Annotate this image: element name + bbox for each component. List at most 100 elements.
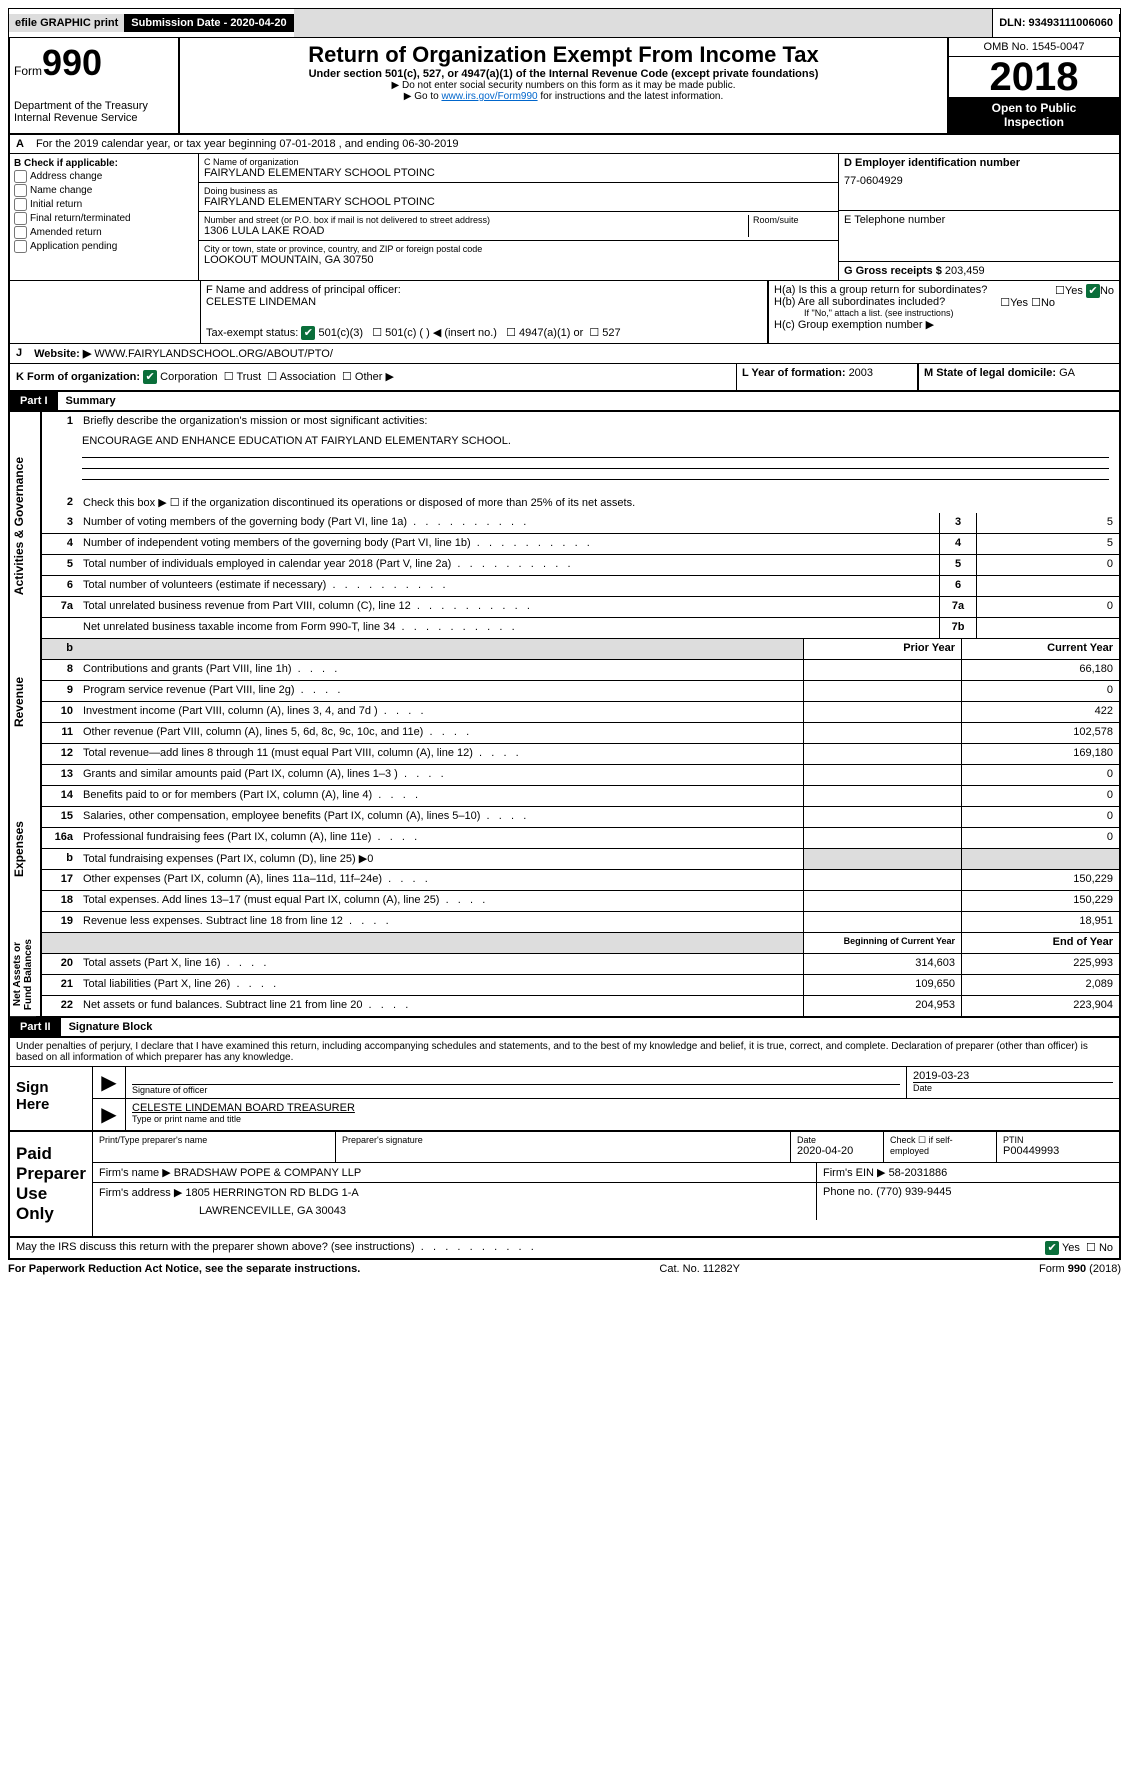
sig-of-officer-label: Signature of officer [132,1084,900,1095]
cb-name-change[interactable]: Name change [14,184,194,197]
top-bar: efile GRAPHIC print Submission Date - 20… [8,8,1121,38]
expense-line: 19Revenue less expenses. Subtract line 1… [42,912,1119,933]
ha-yes: Yes [1065,285,1083,297]
ha-row: H(a) Is this a group return for subordin… [774,284,1114,296]
firm-ein-label: Firm's EIN ▶ [823,1167,886,1179]
topbar-spacer [294,9,994,37]
paid-preparer-block: Paid Preparer Use Only Print/Type prepar… [8,1132,1121,1238]
prep-date: 2020-04-20 [797,1145,877,1157]
website-row: J Website: ▶ WWW.FAIRYLANDSCHOOL.ORG/ABO… [8,344,1121,364]
open-public-badge: Open to Public Inspection [949,97,1119,133]
k-other: Other ▶ [355,371,394,383]
firm-name: BRADSHAW POPE & COMPANY LLP [174,1167,361,1179]
name-block: C Name of organization FAIRYLAND ELEMENT… [199,154,838,280]
hb-no: No [1041,297,1055,309]
expense-line: 15Salaries, other compensation, employee… [42,807,1119,828]
ein-cell: D Employer identification number 77-0604… [839,154,1119,211]
ha-label: H(a) Is this a group return for subordin… [774,284,987,296]
form-header: Form 990 Department of the Treasury Inte… [8,38,1121,135]
header-center: Return of Organization Exempt From Incom… [180,38,947,133]
entity-block: B Check if applicable: Address change Na… [8,154,1121,281]
gov-line: Net unrelated business taxable income fr… [42,618,1119,639]
street-value: 1306 LULA LAKE ROAD [204,225,748,237]
city-label: City or town, state or province, country… [204,244,833,254]
efile-label[interactable]: efile GRAPHIC print [9,14,125,32]
firm-label: Firm's name ▶ [99,1167,171,1179]
officer-name: CELESTE LINDEMAN [206,296,762,308]
part2-header: Part II Signature Block [8,1018,1121,1038]
cb-initial-return[interactable]: Initial return [14,198,194,211]
line1-desc: Briefly describe the organization's miss… [78,412,1119,432]
officer-group-block: F Name and address of principal officer:… [8,281,1121,344]
opt-501c: 501(c) ( ) ◀ (insert no.) [385,327,497,339]
section-expenses: Expenses 13Grants and similar amounts pa… [8,765,1121,933]
dept-label: Department of the Treasury Internal Reve… [14,100,174,124]
netasset-line: 21Total liabilities (Part X, line 26)109… [42,975,1119,996]
net-header-row: Beginning of Current Year End of Year [42,933,1119,954]
form-990-logo: Form 990 [14,42,174,84]
firm-addr-label: Firm's address ▶ [99,1187,182,1199]
signer-name-label: Type or print name and title [132,1114,1113,1124]
e-label: E Telephone number [844,214,1114,226]
note-goto: ▶ Go to www.irs.gov/Form990 for instruct… [192,91,935,102]
hb-label: H(b) Are all subordinates included? [774,296,945,308]
hb-yes: Yes [1010,297,1028,309]
j-label: J [10,344,28,363]
website-value: WWW.FAIRYLANDSCHOOL.ORG/ABOUT/PTO/ [94,348,333,360]
irs-link[interactable]: www.irs.gov/Form990 [441,91,537,102]
room-label: Room/suite [753,215,833,225]
header-right: OMB No. 1545-0047 2018 Open to Public In… [947,38,1119,133]
cb-amended[interactable]: Amended return [14,226,194,239]
sign-block: Sign Here ▶ Signature of officer 2019-03… [8,1066,1121,1132]
netasset-line: 20Total assets (Part X, line 16)314,6032… [42,954,1119,975]
m-label: M State of legal domicile: [924,367,1059,379]
gov-line: 7aTotal unrelated business revenue from … [42,597,1119,618]
goto-post: for instructions and the latest informat… [540,91,723,102]
line2-desc: Check this box ▶ ☐ if the organization d… [78,493,1119,513]
vert-net-label: Net Assets or Fund Balances [10,933,36,1016]
dba-cell: Doing business as FAIRYLAND ELEMENTARY S… [199,183,838,212]
revenue-line: 11Other revenue (Part VIII, column (A), … [42,723,1119,744]
col-current: Current Year [961,639,1119,659]
vert-exp: Expenses [10,765,42,933]
vert-rev-label: Revenue [10,671,28,733]
city-value: LOOKOUT MOUNTAIN, GA 30750 [204,254,833,266]
discuss-question: May the IRS discuss this return with the… [16,1241,415,1253]
section-governance: Activities & Governance 1Briefly describ… [8,412,1121,639]
k-label: K Form of organization: [16,371,140,383]
m-value: GA [1059,367,1075,379]
submission-date: Submission Date - 2020-04-20 [125,14,293,32]
revenue-line: 10Investment income (Part VIII, column (… [42,702,1119,723]
expense-line: bTotal fundraising expenses (Part IX, co… [42,849,1119,870]
check-icon-yes: ✔ [1045,1241,1059,1255]
expense-line: 14Benefits paid to or for members (Part … [42,786,1119,807]
header-left: Form 990 Department of the Treasury Inte… [10,38,180,133]
gov-line: 6Total number of volunteers (estimate if… [42,576,1119,597]
prep-sig-label: Preparer's signature [342,1135,784,1145]
revenue-line: 9Program service revenue (Part VIII, lin… [42,681,1119,702]
form-word: Form [14,64,42,78]
part1-header: Part I Summary [8,392,1121,412]
ha-no: No [1100,285,1114,297]
cb-address-change[interactable]: Address change [14,170,194,183]
sign-date-label: Date [913,1082,1113,1093]
discuss-no: No [1099,1242,1113,1254]
period-row: A For the 2019 calendar year, or tax yea… [8,135,1121,154]
firm-addr1: 1805 HERRINGTON RD BLDG 1-A [185,1187,358,1199]
cb-application-pending[interactable]: Application pending [14,240,194,253]
cb-final-return[interactable]: Final return/terminated [14,212,194,225]
rev-header-row: b Prior Year Current Year [42,639,1119,660]
street-row: Number and street (or P.O. box if mail i… [199,212,838,241]
telephone-cell: E Telephone number [839,211,1119,262]
opt-501c3: 501(c)(3) [318,327,363,339]
paid-label: Paid Preparer Use Only [10,1132,93,1236]
self-employed-check: Check ☐ if self-employed [884,1132,997,1162]
gov-line: 3Number of voting members of the governi… [42,513,1119,534]
col-begin: Beginning of Current Year [803,933,961,953]
org-name: FAIRYLAND ELEMENTARY SCHOOL PTOINC [204,167,833,179]
checkbox-column: B Check if applicable: Address change Na… [10,154,199,280]
sign-date: 2019-03-23 [913,1070,1113,1082]
col-prior: Prior Year [803,639,961,659]
opt-527: 527 [602,327,620,339]
check-icon: ✔ [301,326,315,340]
